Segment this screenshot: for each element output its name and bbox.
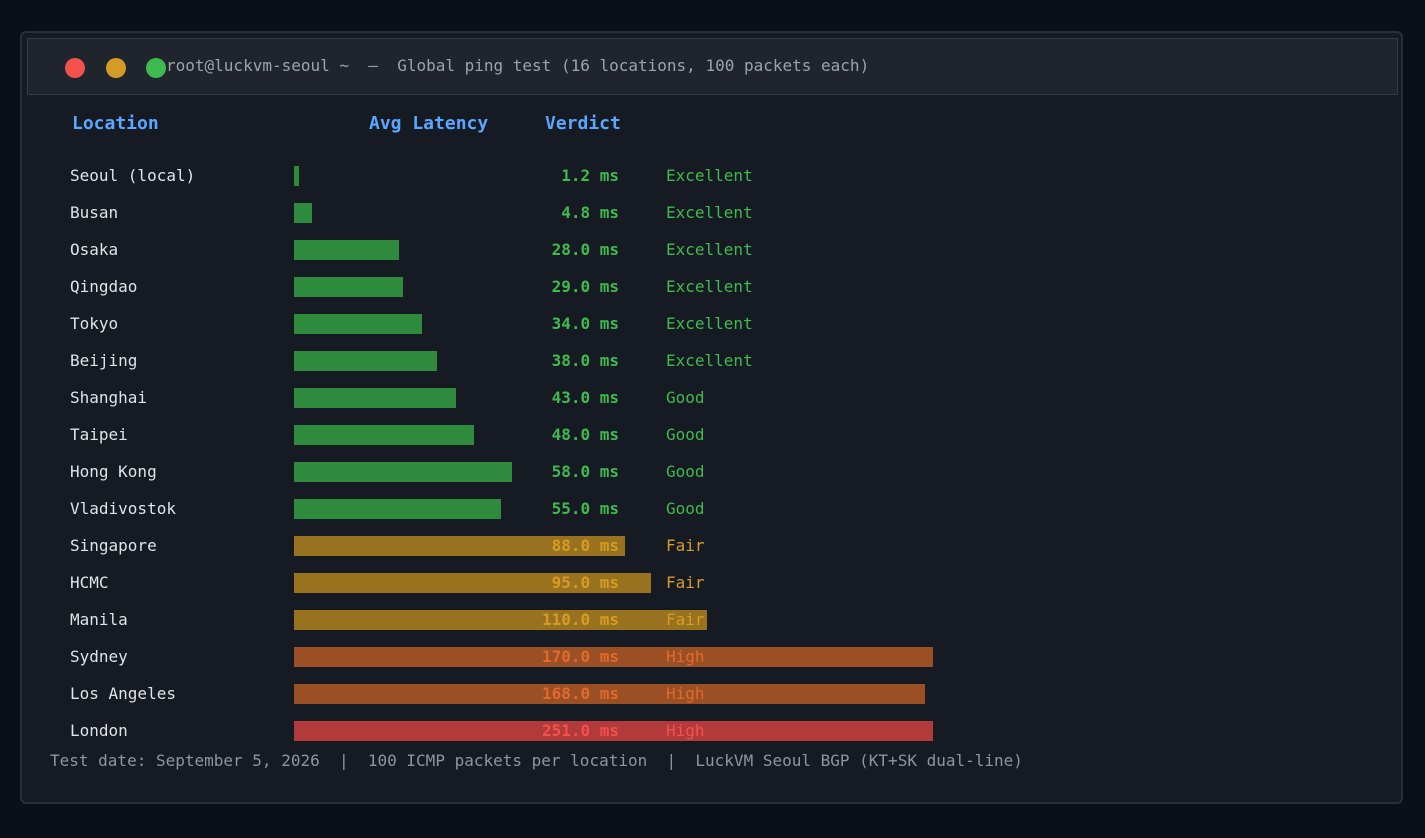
location-label: Vladivostok: [70, 499, 176, 518]
latency-bar: [294, 277, 403, 297]
window-title: root@luckvm-seoul ~ — Global ping test (…: [166, 56, 870, 75]
location-label: Shanghai: [70, 388, 148, 407]
location-label: Singapore: [70, 536, 157, 555]
latency-bar: [294, 314, 422, 334]
minimize-button[interactable]: [106, 58, 126, 78]
verdict-label: Good: [666, 462, 705, 481]
latency-value: 88.0 ms: [551, 536, 619, 555]
verdict-label: Excellent: [666, 240, 753, 259]
maximize-button[interactable]: [146, 58, 166, 78]
latency-value: 4.8 ms: [561, 203, 619, 222]
terminal-window: root@luckvm-seoul ~ — Global ping test (…: [20, 31, 1403, 804]
latency-bar: [294, 351, 437, 371]
verdict-label: High: [666, 647, 705, 666]
latency-value: 48.0 ms: [551, 425, 619, 444]
latency-bar: [294, 573, 652, 593]
verdict-label: High: [666, 684, 705, 703]
latency-value: 38.0 ms: [551, 351, 619, 370]
location-label: Busan: [70, 203, 119, 222]
location-label: Los Angeles: [70, 684, 176, 703]
verdict-label: Good: [666, 425, 705, 444]
latency-value: 110.0 ms: [541, 610, 619, 629]
location-label: Taipei: [70, 425, 128, 444]
latency-value: 34.0 ms: [551, 314, 619, 333]
latency-bar: [294, 499, 501, 519]
latency-value: 29.0 ms: [551, 277, 619, 296]
verdict-label: Excellent: [666, 351, 753, 370]
latency-value: 168.0 ms: [541, 684, 619, 703]
location-label: HCMC: [70, 573, 109, 592]
latency-bar: [294, 684, 926, 704]
verdict-label: Fair: [666, 536, 705, 555]
latency-value: 251.0 ms: [541, 721, 619, 740]
location-label: Tokyo: [70, 314, 119, 333]
verdict-label: Excellent: [666, 203, 753, 222]
latency-bar: [294, 721, 933, 741]
latency-bar: [294, 647, 933, 667]
verdict-label: Fair: [666, 573, 705, 592]
latency-value: 55.0 ms: [551, 499, 619, 518]
verdict-label: Good: [666, 388, 705, 407]
location-label: Manila: [70, 610, 128, 629]
verdict-label: Fair: [666, 610, 705, 629]
header-verdict: Verdict: [545, 113, 621, 134]
location-label: London: [70, 721, 128, 740]
title-bar: root@luckvm-seoul ~ — Global ping test (…: [27, 38, 1398, 95]
latency-bar: [294, 610, 708, 630]
latency-bar: [294, 166, 299, 186]
location-label: Seoul (local): [70, 166, 196, 185]
header-location: Location: [72, 113, 159, 134]
latency-bar: [294, 425, 475, 445]
latency-value: 58.0 ms: [551, 462, 619, 481]
location-label: Beijing: [70, 351, 138, 370]
latency-value: 1.2 ms: [561, 166, 619, 185]
footer-note: Test date: September 5, 2026 | 100 ICMP …: [50, 751, 1023, 770]
location-label: Qingdao: [70, 277, 138, 296]
latency-bar: [294, 203, 313, 223]
latency-value: 95.0 ms: [551, 573, 619, 592]
verdict-label: Excellent: [666, 277, 753, 296]
header-latency: Avg Latency: [369, 113, 489, 134]
verdict-label: Excellent: [666, 314, 753, 333]
latency-bar: [294, 388, 456, 408]
verdict-label: Good: [666, 499, 705, 518]
location-label: Sydney: [70, 647, 128, 666]
verdict-label: Excellent: [666, 166, 753, 185]
latency-bar: [294, 240, 400, 260]
location-label: Hong Kong: [70, 462, 157, 481]
verdict-label: High: [666, 721, 705, 740]
latency-value: 170.0 ms: [541, 647, 619, 666]
close-button[interactable]: [65, 58, 85, 78]
latency-bar: [294, 536, 625, 556]
location-label: Osaka: [70, 240, 119, 259]
latency-value: 43.0 ms: [551, 388, 619, 407]
latency-bar: [294, 462, 512, 482]
latency-value: 28.0 ms: [551, 240, 619, 259]
